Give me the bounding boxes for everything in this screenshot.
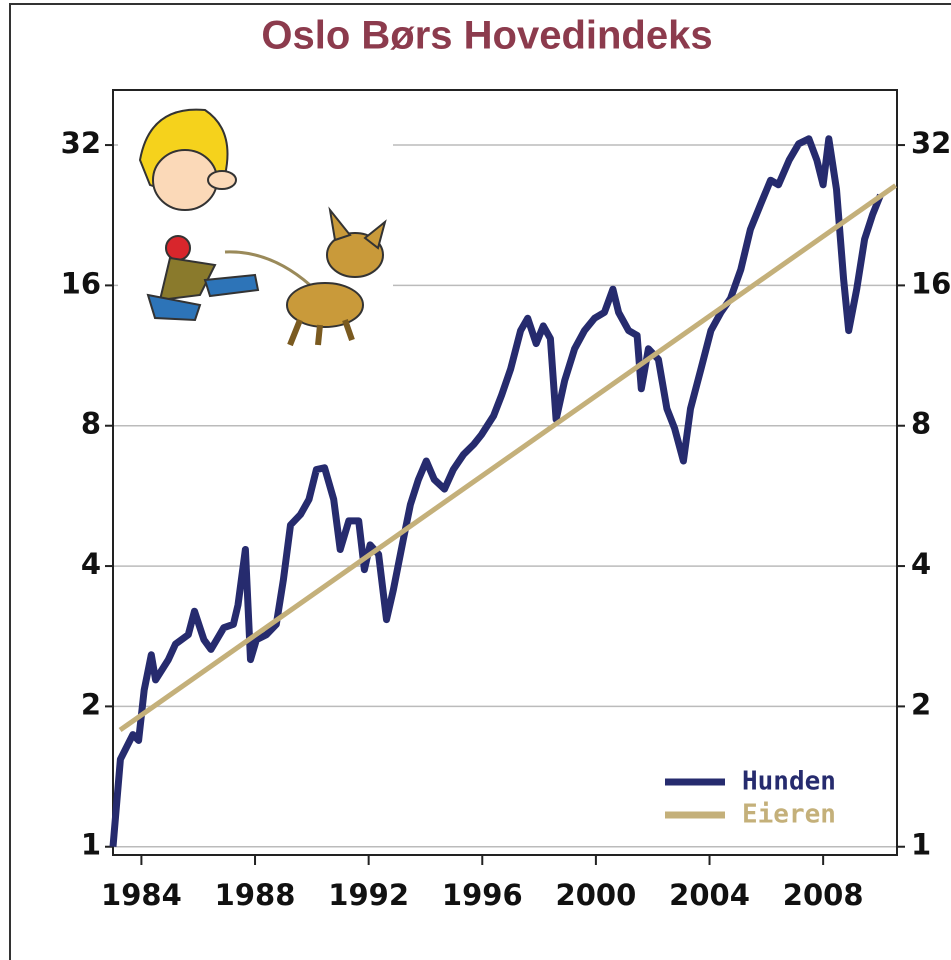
chart-title: Oslo Børs Hovedindeks	[261, 14, 712, 58]
dog-body	[286, 282, 364, 328]
y-tick-label: 4	[81, 547, 101, 581]
dog-head	[326, 232, 384, 278]
boy-shoe	[146, 293, 202, 322]
y2-tick-label: 8	[911, 407, 931, 441]
y-tick-label: 2	[81, 687, 101, 721]
y-tick-label: 16	[61, 266, 101, 300]
y2-tick-label: 4	[911, 547, 931, 581]
dog-legs	[287, 318, 355, 347]
y-tick-label: 1	[81, 828, 101, 862]
y2-tick-label: 1	[911, 828, 931, 862]
boy-shirt	[165, 235, 191, 261]
x-tick-label: 1988	[215, 878, 296, 912]
series-line	[118, 183, 898, 733]
x-tick-label: 1984	[101, 878, 182, 912]
x-tick-label: 1992	[328, 878, 409, 912]
plot-frame	[112, 89, 898, 856]
y2-tick-label: 32	[911, 126, 951, 160]
y-tick-label: 32	[61, 126, 101, 160]
boy-shoe	[203, 273, 260, 298]
legend-label: Eieren	[742, 800, 836, 830]
y2-tick-label: 16	[911, 266, 951, 300]
y-tick-label: 8	[81, 407, 101, 441]
x-tick-label: 1996	[442, 878, 523, 912]
x-tick-label: 2000	[556, 878, 637, 912]
series-line	[109, 135, 884, 847]
x-tick-label: 2004	[669, 878, 750, 912]
legend-label: Hunden	[742, 767, 836, 797]
dog-ears	[328, 206, 387, 250]
cartoon	[118, 95, 393, 360]
boy-pants	[158, 256, 217, 302]
y2-tick-label: 2	[911, 687, 931, 721]
leash	[224, 250, 311, 287]
boy-nose	[207, 170, 237, 190]
x-tick-label: 2008	[783, 878, 864, 912]
